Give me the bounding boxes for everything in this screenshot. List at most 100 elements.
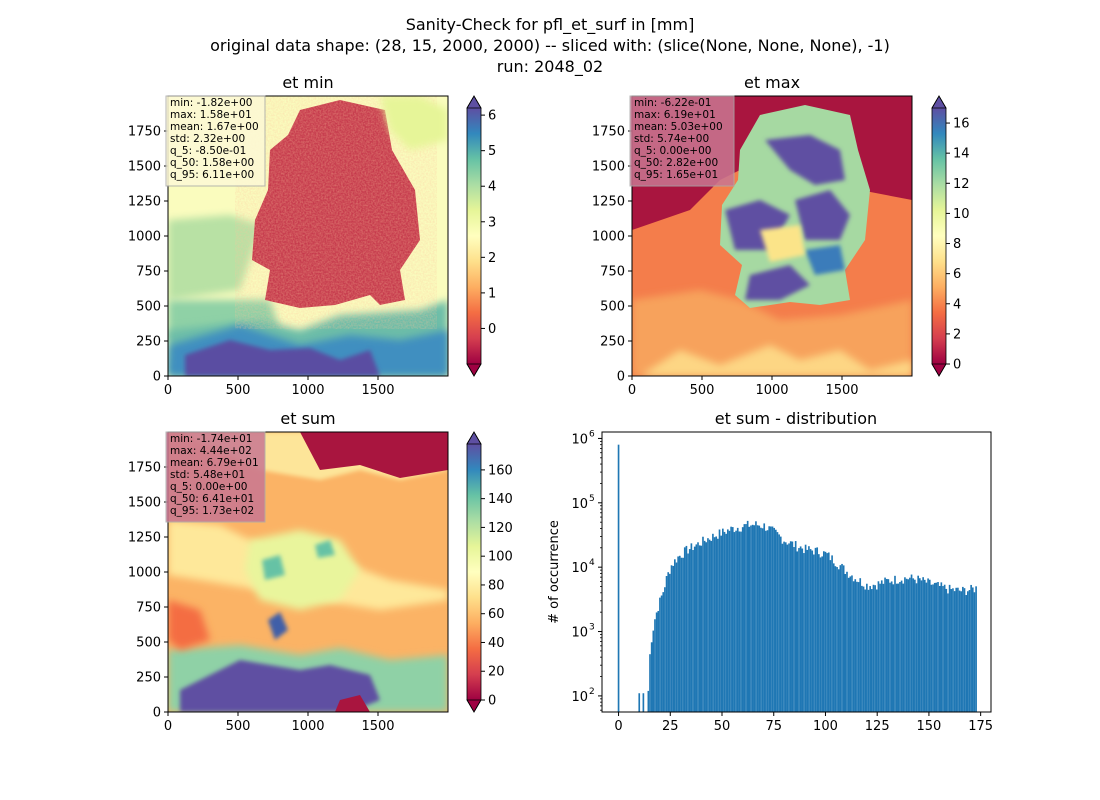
histogram-bar [928, 579, 931, 712]
histogram-bar [938, 585, 941, 712]
histogram-bar [705, 542, 708, 712]
histogram-bar [733, 532, 736, 712]
axes-frame-distribution [601, 431, 992, 713]
histogram-bar [697, 542, 699, 712]
histogram-bar [768, 526, 771, 712]
histogram-bar [687, 553, 689, 712]
histogram-bar [773, 527, 775, 712]
x-tick-label: 1000 [755, 383, 788, 398]
panel-et-sum: et sum 0 500 1000 1500 02505007501000125015… [128, 409, 513, 734]
histogram-bar [842, 565, 845, 712]
histogram-bar [655, 612, 658, 712]
histogram-bar [836, 567, 838, 712]
histogram-bar [642, 693, 645, 712]
heatmap-et-min [168, 96, 448, 376]
histogram-bar [857, 582, 860, 712]
y-tick-label: 1500 [128, 496, 161, 511]
colorbar-extend-max [466, 95, 482, 109]
stat-line: max: 6.19e+01 [634, 109, 716, 121]
histogram-bar [962, 586, 964, 712]
stats-box-et-min: min: -1.82e+00 max: 1.58e+01 mean: 1.67e… [165, 95, 266, 187]
histogram-bar [923, 579, 926, 712]
histogram-bar [920, 580, 923, 712]
histogram-bar [867, 589, 870, 712]
histogram-bar [692, 550, 694, 712]
x-tick-label: 125 [865, 719, 890, 734]
colorbar-tick-label: 8 [953, 237, 961, 252]
x-tick-label: 1000 [291, 383, 324, 398]
histogram-bar [700, 545, 703, 712]
colorbar-tick-label: 160 [488, 463, 513, 478]
histogram-bar-zero [617, 444, 620, 712]
histogram-bar [675, 562, 678, 712]
histogram-bar [765, 530, 767, 712]
histogram-bar [854, 579, 857, 712]
y-tick-label: 10 [571, 626, 588, 641]
colorbar-tick-label: 60 [488, 607, 505, 622]
histogram-bar [880, 580, 883, 712]
xticks-distribution: 0 25 50 75 100 125 150 175 [614, 712, 993, 734]
y-tick-label: 1500 [128, 160, 161, 175]
histogram-bar [902, 583, 905, 712]
y-tick-exponent: 3 [589, 623, 595, 633]
histogram-bar [904, 577, 906, 712]
y-tick-label: 10 [571, 690, 588, 705]
histogram-bar [771, 526, 774, 712]
histogram-bar [869, 586, 871, 712]
histogram-bar [816, 547, 819, 712]
histogram-bar [743, 524, 746, 712]
histogram-bar [784, 542, 787, 712]
y-tick-label: 0 [153, 706, 161, 721]
colorbar-tick-label: 10 [953, 207, 970, 222]
heatmap-et-sum [168, 432, 448, 712]
histogram-bar [746, 520, 749, 712]
histogram-bar [793, 547, 795, 712]
histogram-bar [875, 589, 878, 712]
y-tick-label: 1750 [128, 461, 161, 476]
histogram-bar [814, 547, 817, 712]
colorbar-et-max: 0 2 4 6 8 10 12 14 16 [931, 95, 970, 377]
histogram-bar [758, 525, 761, 712]
histogram-bar [819, 557, 822, 712]
histogram-bar [660, 595, 663, 712]
y-tick-label: 500 [136, 300, 161, 315]
histogram-bar [966, 591, 969, 712]
histogram-bar [712, 533, 714, 712]
suptitle: Sanity-Check for pfl_et_surf in [mm] ori… [210, 15, 890, 77]
histogram-bar [717, 538, 719, 712]
histogram-bar [859, 578, 862, 712]
histogram-bar [957, 587, 959, 712]
x-tick-label: 175 [968, 719, 993, 734]
histogram-bar [839, 565, 842, 712]
panel-et-sum-distribution: et sum - distribution 0 25 50 75 100 125 150 17… [547, 409, 993, 734]
histogram-bar [927, 578, 929, 712]
stat-line: q_95: 1.65e+01 [634, 169, 718, 181]
y-tick-label: 500 [600, 300, 625, 315]
y-tick-exponent: 6 [589, 429, 595, 439]
y-tick-exponent: 4 [589, 558, 595, 568]
colorbar-tick-label: 16 [953, 117, 970, 132]
histogram-bar [763, 523, 766, 712]
histogram-bar [912, 578, 915, 712]
histogram-bar [831, 555, 833, 712]
histogram-bar [722, 528, 724, 712]
panel-title-et-sum: et sum [280, 409, 335, 428]
histogram-bar [861, 585, 863, 712]
xticks-et-sum: 0 500 1000 1500 [164, 712, 395, 734]
yticks-et-min: 0 250 500 750 1000 1250 1500 1750 [128, 125, 168, 385]
histogram-bar [950, 589, 953, 712]
histogram-bar [693, 546, 696, 712]
y-tick-label: 1250 [128, 531, 161, 546]
y-tick-label: 10 [571, 497, 588, 512]
y-tick-label: 250 [136, 671, 161, 686]
histogram-bar [852, 581, 855, 712]
histogram-bar [872, 584, 875, 712]
histogram-bar [678, 555, 681, 712]
histogram-bar [713, 537, 716, 712]
colorbar-tick-label: 2 [488, 251, 496, 266]
histogram-bar [829, 560, 832, 712]
histogram-bar [680, 557, 683, 712]
panel-title-et-max: et max [744, 73, 800, 92]
histogram-bar [788, 543, 790, 712]
